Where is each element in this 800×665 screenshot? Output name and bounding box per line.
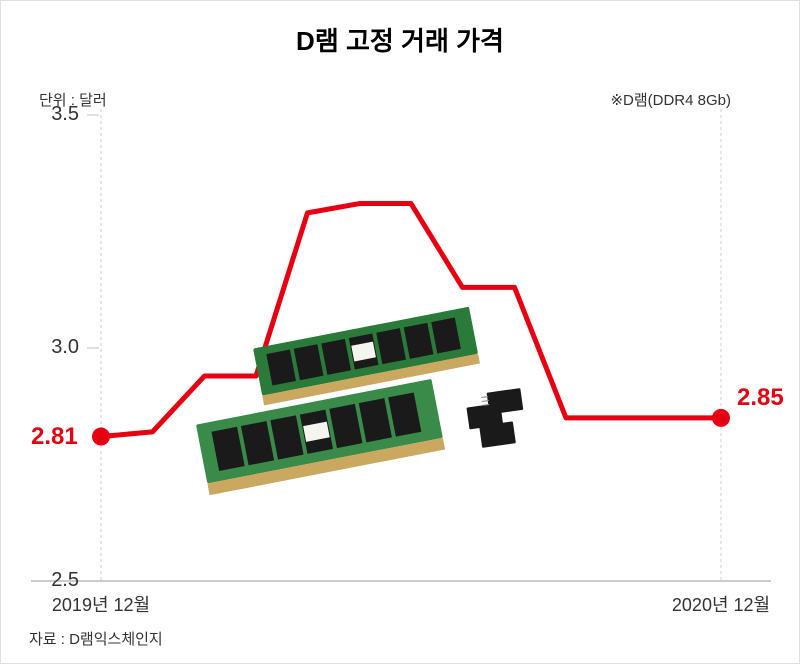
chart-container: D램 고정 거래 가격 단위 : 달러 ※D램(DDR4 8Gb) 2.53.0…	[0, 0, 800, 664]
start-value-label: 2.81	[31, 423, 78, 451]
source-label: 자료 : D램익스체인지	[29, 628, 163, 649]
x-tick-label: 2020년 12월	[661, 591, 781, 617]
x-tick-label: 2019년 12월	[41, 591, 161, 617]
ram-chips-image	[457, 386, 545, 462]
y-tick-label: 3.5	[29, 103, 79, 126]
y-tick-label: 2.5	[29, 569, 79, 592]
end-value-label: 2.85	[737, 384, 784, 412]
y-tick-label: 3.0	[29, 336, 79, 359]
